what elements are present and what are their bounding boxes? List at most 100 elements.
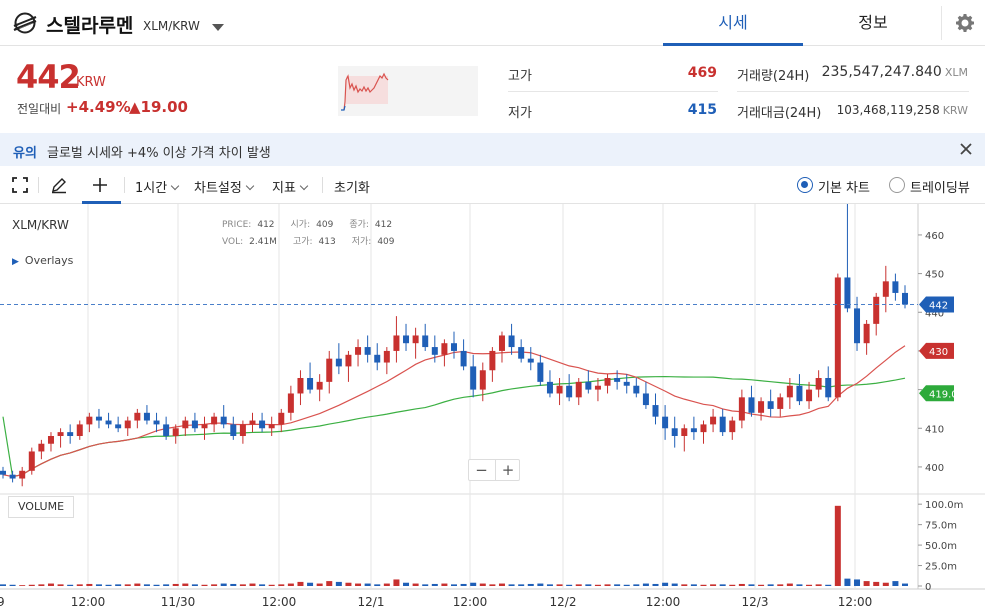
volume-bar — [278, 584, 285, 586]
candle-body — [479, 370, 486, 390]
chevron-down-icon — [245, 181, 255, 191]
candle-body — [9, 474, 16, 479]
draw-pencil-icon[interactable] — [50, 176, 68, 194]
volume-bar — [777, 584, 784, 586]
candle-body — [671, 428, 678, 436]
volume-bar — [537, 583, 544, 586]
volume-bar — [297, 581, 304, 586]
gear-icon[interactable] — [955, 13, 975, 33]
candle-body — [719, 416, 726, 433]
candle-body — [460, 350, 467, 367]
volume-bar — [153, 584, 160, 586]
volume-bar — [662, 582, 669, 586]
candle-body — [230, 424, 237, 436]
radio-tradingview-label[interactable]: 트레이딩뷰 — [910, 181, 970, 196]
candle-body — [86, 416, 93, 425]
interval-label: 1시간 — [135, 181, 168, 196]
volume-bar — [172, 583, 179, 586]
notice-text: 글로벌 시세와 +4% 이상 가격 차이 발생 — [47, 146, 271, 161]
ma-short-line — [2, 345, 906, 478]
volume-bar — [355, 583, 362, 586]
coin-select-chevron-down-icon[interactable] — [212, 24, 224, 31]
volume-bar — [268, 584, 275, 586]
zoom-out-button[interactable]: − — [475, 461, 488, 479]
fullscreen-icon[interactable] — [11, 176, 29, 194]
volume-bar — [556, 584, 563, 586]
volume-bar — [124, 584, 131, 586]
candle-body — [307, 378, 314, 390]
candle-body — [796, 385, 803, 402]
tab-price[interactable]: 시세 — [663, 0, 803, 46]
amount-24h-unit: KRW — [942, 104, 968, 117]
candle-body — [882, 281, 889, 297]
ohlc-close: 412 — [374, 220, 393, 230]
close-icon[interactable] — [958, 141, 974, 157]
ohlc-high: 413 — [318, 237, 336, 247]
price-gap-notice: 유의 글로벌 시세와 +4% 이상 가격 차이 발생 — [0, 133, 985, 166]
price-tick-label: 440 — [925, 308, 944, 319]
zoom-in-button[interactable]: + — [495, 460, 520, 480]
volume-bar — [566, 584, 573, 586]
volume-bar — [441, 583, 448, 586]
candle-body — [239, 424, 246, 436]
candle-body — [297, 378, 304, 394]
candle-body — [863, 323, 870, 344]
volume-bar — [690, 584, 697, 586]
divider — [941, 6, 942, 40]
candle-body — [211, 416, 218, 425]
candle-body — [518, 347, 525, 359]
coin-pair: XLM/KRW — [143, 19, 200, 33]
volume-bar — [719, 584, 726, 586]
candle-body — [806, 389, 813, 402]
radio-tradingview[interactable] — [889, 177, 905, 193]
candle-body — [892, 281, 899, 293]
volume-bar — [143, 584, 150, 586]
interval-dropdown[interactable]: 1시간 — [135, 177, 180, 196]
volume-bar — [815, 584, 822, 586]
candle-body — [28, 451, 35, 471]
ohlc-price: 412 — [257, 220, 275, 230]
candle-body — [422, 335, 429, 348]
ma-short-tag-bg — [919, 342, 954, 359]
sparkline-line — [343, 72, 389, 111]
volume-bar — [47, 583, 54, 586]
candle-body — [124, 420, 131, 429]
radio-basic-chart-label[interactable]: 기본 차트 — [818, 181, 870, 196]
volume-bar — [642, 583, 649, 586]
x-tick-label: 9 — [0, 595, 5, 609]
chevron-down-icon — [170, 181, 180, 191]
indicators-dropdown[interactable]: 지표 — [272, 177, 309, 196]
volume-tick-label: 100.0m — [925, 500, 963, 511]
ohlc-open-label: 시가: — [290, 220, 311, 230]
candle-body — [700, 424, 707, 433]
reset-button[interactable]: 초기화 — [334, 181, 370, 196]
volume-bar — [67, 584, 74, 586]
volume-bar — [422, 584, 429, 586]
radio-basic-chart[interactable] — [797, 177, 813, 193]
price-tick-label: 460 — [925, 231, 944, 242]
chart-settings-dropdown[interactable]: 차트설정 — [194, 177, 255, 196]
volume-bar — [374, 584, 381, 586]
volume-bar — [201, 584, 208, 586]
overlays-toggle[interactable]: Overlays — [12, 254, 74, 267]
candlestick-chart[interactable]: 12:00 11/30 12:00 12/1 12:00 12/2 12:00 12/3 12:… — [0, 204, 985, 616]
volume-bar — [412, 583, 419, 586]
tab-info[interactable]: 정보 — [858, 13, 888, 32]
crosshair-icon[interactable] — [91, 176, 109, 194]
price-tick-label: 410 — [925, 424, 944, 435]
chart-canvas[interactable]: 12:00 11/30 12:00 12/1 12:00 12/2 12:00 12/3 12:… — [0, 204, 985, 616]
candle-body — [201, 424, 208, 429]
volume-bar — [498, 583, 505, 586]
ohlc-close-label: 종가: — [349, 220, 369, 230]
volume-bar — [249, 583, 256, 586]
volume-bar — [700, 584, 707, 586]
ma-long-tag-bg — [919, 385, 954, 402]
volume-bar — [134, 583, 141, 586]
amount-24h-label: 거래대금(24H) — [737, 106, 822, 121]
candle-body — [143, 412, 150, 421]
volume-bar — [191, 584, 198, 586]
mini-sparkline — [338, 66, 478, 116]
volume-bar — [335, 581, 342, 586]
candle-body — [585, 381, 592, 390]
volume-24h-number: 235,547,247.840 — [821, 64, 942, 80]
